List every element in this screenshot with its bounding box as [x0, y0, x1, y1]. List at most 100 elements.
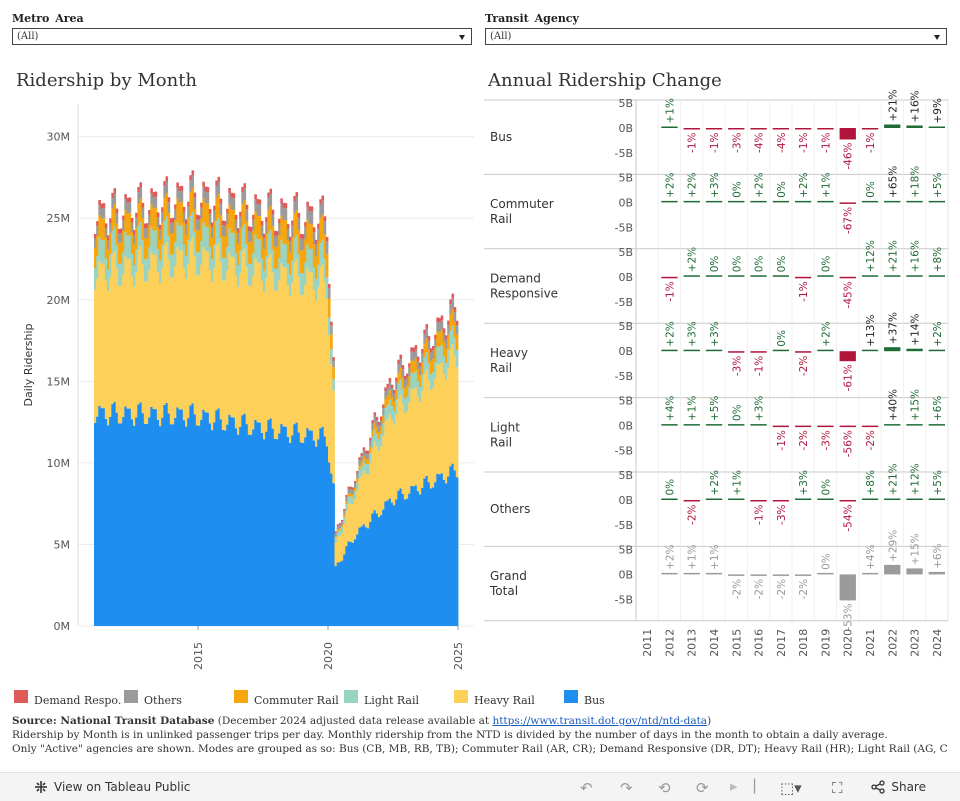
bar-segment-bus[interactable] [371, 513, 374, 626]
bar-segment-commuter-rail[interactable] [96, 235, 99, 257]
bar-segment-heavy-rail[interactable] [401, 403, 405, 494]
bar-segment-demand-responsive[interactable] [364, 450, 368, 454]
bar-segment-commuter-rail[interactable] [117, 243, 121, 264]
bar-segment-others[interactable] [388, 382, 392, 391]
bar-segment-commuter-rail[interactable] [263, 249, 266, 271]
bar-segment-bus[interactable] [434, 482, 437, 626]
bar-segment-light-rail[interactable] [252, 253, 255, 276]
bar-segment-others[interactable] [451, 298, 455, 309]
bar-segment-others[interactable] [152, 197, 156, 209]
bar-segment-commuter-rail[interactable] [414, 358, 418, 371]
bar-segment-light-rail[interactable] [304, 262, 307, 285]
bar-segment-heavy-rail[interactable] [211, 281, 214, 431]
bar-segment-heavy-rail[interactable] [241, 251, 244, 416]
bar-segment-demand-responsive[interactable] [286, 224, 290, 229]
bar-segment-others[interactable] [221, 225, 225, 237]
bar-segment-bus[interactable] [360, 526, 364, 626]
bar-segment-others[interactable] [250, 231, 253, 243]
bar-segment-others[interactable] [120, 233, 123, 243]
bar-segment-light-rail[interactable] [336, 531, 340, 537]
change-bar[interactable] [772, 275, 789, 277]
bar-segment-bus[interactable] [369, 522, 372, 626]
bar-segment-heavy-rail[interactable] [143, 281, 147, 424]
bar-segment-commuter-rail[interactable] [377, 431, 381, 440]
bar-segment-heavy-rail[interactable] [137, 250, 140, 405]
bar-segment-bus[interactable] [319, 428, 322, 626]
bar-segment-light-rail[interactable] [276, 269, 279, 291]
bar-segment-others[interactable] [356, 473, 359, 479]
bar-segment-heavy-rail[interactable] [371, 448, 374, 514]
bar-segment-heavy-rail[interactable] [247, 285, 251, 435]
bar-segment-others[interactable] [213, 210, 216, 222]
bar-segment-light-rail[interactable] [354, 491, 357, 499]
bar-segment-others[interactable] [442, 332, 446, 343]
bar-segment-commuter-rail[interactable] [139, 198, 143, 222]
bar-segment-bus[interactable] [267, 420, 270, 626]
bar-segment-bus[interactable] [198, 425, 201, 626]
bar-segment-others[interactable] [438, 322, 442, 333]
bar-segment-others[interactable] [425, 328, 429, 339]
bar-segment-commuter-rail[interactable] [336, 529, 340, 532]
bar-segment-others[interactable] [198, 219, 201, 231]
bar-segment-bus[interactable] [245, 424, 249, 626]
bar-segment-bus[interactable] [111, 404, 114, 626]
bar-segment-commuter-rail[interactable] [393, 401, 396, 411]
bar-segment-demand-responsive[interactable] [169, 218, 173, 223]
bar-segment-demand-responsive[interactable] [393, 389, 396, 394]
bar-segment-others[interactable] [187, 206, 190, 218]
bar-segment-commuter-rail[interactable] [130, 232, 134, 254]
bar-segment-commuter-rail[interactable] [217, 193, 221, 218]
bar-segment-demand-responsive[interactable] [133, 230, 136, 235]
bar-segment-commuter-rail[interactable] [135, 227, 138, 250]
bar-segment-others[interactable] [345, 497, 348, 502]
bar-segment-heavy-rail[interactable] [291, 282, 294, 436]
bar-segment-bus[interactable] [427, 482, 431, 626]
bar-segment-light-rail[interactable] [401, 388, 405, 404]
bar-segment-bus[interactable] [423, 478, 426, 626]
bar-segment-heavy-rail[interactable] [388, 414, 392, 499]
bar-segment-others[interactable] [410, 351, 413, 361]
bar-segment-bus[interactable] [146, 423, 149, 626]
bar-segment-commuter-rail[interactable] [399, 367, 403, 380]
bar-segment-commuter-rail[interactable] [341, 525, 344, 528]
bar-segment-heavy-rail[interactable] [323, 281, 327, 437]
change-bar[interactable] [795, 128, 812, 130]
bar-segment-demand-responsive[interactable] [159, 224, 162, 230]
bar-segment-commuter-rail[interactable] [343, 514, 346, 518]
bar-segment-demand-responsive[interactable] [146, 223, 149, 228]
change-bar[interactable] [750, 128, 767, 130]
bar-segment-demand-responsive[interactable] [317, 223, 320, 229]
bar-segment-commuter-rail[interactable] [208, 224, 212, 248]
change-bar[interactable] [772, 425, 789, 428]
bar-segment-heavy-rail[interactable] [245, 267, 249, 425]
bar-segment-demand-responsive[interactable] [373, 412, 377, 416]
change-bar[interactable] [795, 574, 812, 576]
bar-segment-demand-responsive[interactable] [156, 212, 160, 218]
bar-segment-commuter-rail[interactable] [289, 252, 292, 275]
bar-segment-demand-responsive[interactable] [401, 365, 405, 370]
bar-segment-bus[interactable] [154, 409, 158, 626]
bar-segment-commuter-rail[interactable] [349, 493, 353, 497]
bar-segment-demand-responsive[interactable] [115, 208, 119, 214]
bar-segment-demand-responsive[interactable] [410, 347, 413, 352]
bar-segment-heavy-rail[interactable] [395, 414, 398, 500]
bar-segment-others[interactable] [141, 207, 145, 219]
bar-segment-commuter-rail[interactable] [137, 203, 140, 226]
bar-segment-heavy-rail[interactable] [375, 446, 379, 514]
bar-segment-light-rail[interactable] [384, 407, 387, 422]
bar-segment-light-rail[interactable] [375, 434, 379, 447]
bar-segment-demand-responsive[interactable] [178, 186, 182, 192]
bar-segment-light-rail[interactable] [198, 252, 201, 276]
bar-segment-heavy-rail[interactable] [345, 511, 348, 547]
bar-segment-heavy-rail[interactable] [252, 275, 255, 430]
bar-segment-others[interactable] [206, 192, 210, 204]
bar-segment-heavy-rail[interactable] [182, 268, 186, 421]
bar-segment-light-rail[interactable] [436, 346, 439, 365]
bar-segment-heavy-rail[interactable] [284, 267, 288, 427]
bar-segment-commuter-rail[interactable] [338, 528, 342, 531]
bar-segment-light-rail[interactable] [451, 325, 455, 345]
bar-segment-heavy-rail[interactable] [221, 280, 225, 430]
bar-segment-demand-responsive[interactable] [113, 188, 117, 194]
bar-segment-others[interactable] [367, 453, 370, 460]
bar-segment-heavy-rail[interactable] [187, 263, 190, 419]
